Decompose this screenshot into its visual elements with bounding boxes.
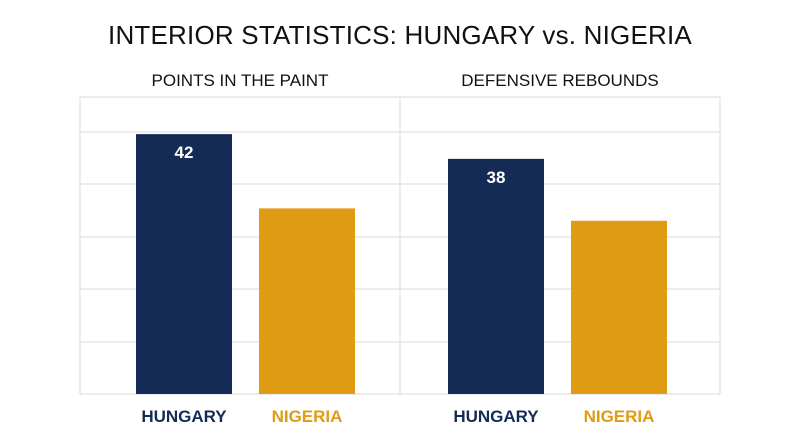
category-label-nigeria-defensive-rebounds: NIGERIA bbox=[584, 407, 655, 426]
category-label-hungary-defensive-rebounds: HUNGARY bbox=[453, 407, 539, 426]
bar-hungary-points-in-the-paint bbox=[136, 134, 232, 394]
bar-hungary-defensive-rebounds bbox=[448, 158, 544, 394]
panel-defensive-rebounds: DEFENSIVE REBOUNDS 38 HUNGARY NIGERIA bbox=[400, 71, 721, 426]
value-label-hungary-points-in-the-paint: 42 bbox=[175, 143, 194, 162]
category-label-hungary-points-in-the-paint: HUNGARY bbox=[141, 407, 227, 426]
panel-title-points-in-the-paint: POINTS IN THE PAINT bbox=[152, 71, 329, 90]
panel-title-defensive-rebounds: DEFENSIVE REBOUNDS bbox=[461, 71, 658, 90]
panel-points-in-the-paint: POINTS IN THE PAINT 42 HUNGARY NIGERIA bbox=[79, 71, 400, 426]
bar-nigeria-points-in-the-paint bbox=[259, 208, 355, 394]
value-label-hungary-defensive-rebounds: 38 bbox=[487, 168, 506, 187]
category-label-nigeria-points-in-the-paint: NIGERIA bbox=[272, 407, 343, 426]
bar-nigeria-defensive-rebounds bbox=[571, 220, 667, 394]
chart-main-title: INTERIOR STATISTICS: HUNGARY vs. NIGERIA bbox=[108, 20, 692, 50]
